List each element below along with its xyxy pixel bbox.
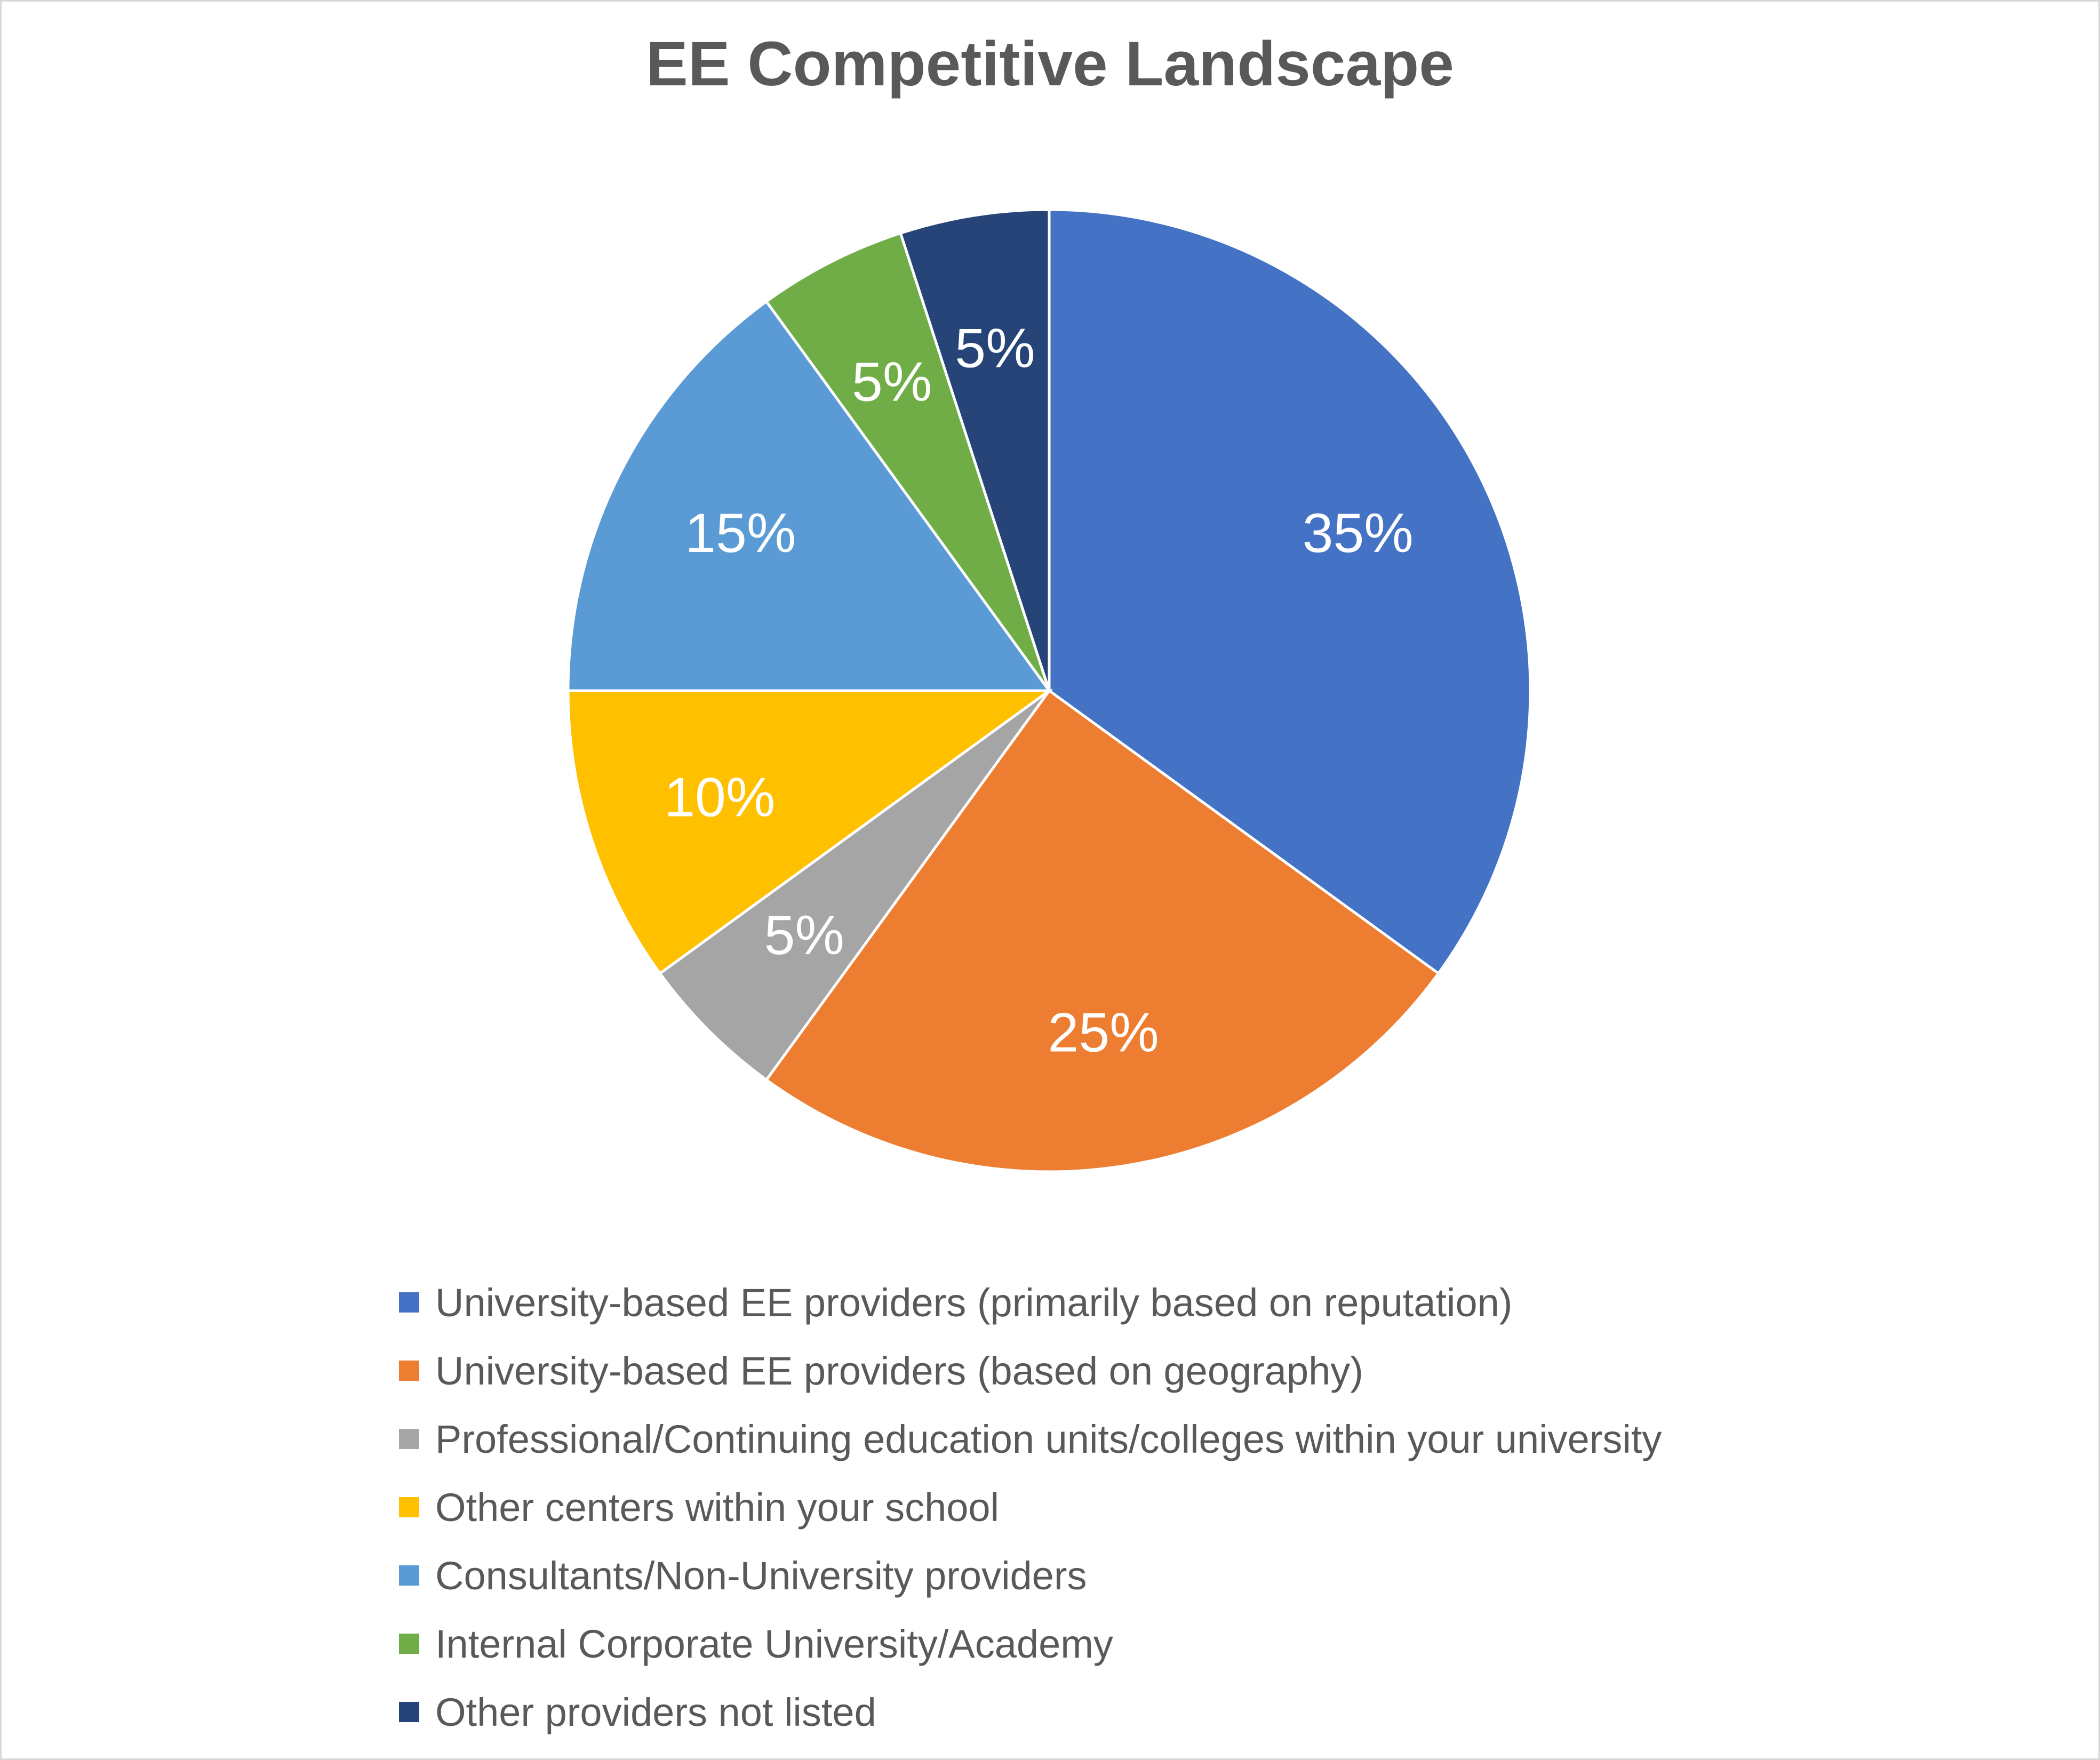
legend-label: Internal Corporate University/Academy	[435, 1621, 1113, 1666]
pie-slice	[1048, 208, 1532, 975]
legend-item: University-based EE providers (primarily…	[399, 1268, 1999, 1337]
legend-swatch	[399, 1565, 419, 1586]
legend-item: Internal Corporate University/Academy	[399, 1610, 1999, 1678]
slice-data-label: 5%	[955, 318, 1035, 380]
pie-slices	[566, 208, 1532, 1173]
pie-slice	[764, 689, 1441, 1173]
slice-data-label: 35%	[1303, 502, 1414, 564]
legend-label: Professional/Continuing education units/…	[435, 1417, 1662, 1461]
legend-label: Consultants/Non-University providers	[435, 1553, 1087, 1598]
legend-swatch	[399, 1361, 419, 1381]
legend-item: Consultants/Non-University providers	[399, 1541, 1999, 1610]
slice-data-label: 10%	[664, 767, 775, 829]
legend-item: Other centers within your school	[399, 1473, 1999, 1541]
legend-item: University-based EE providers (based on …	[399, 1337, 1999, 1405]
legend-swatch	[399, 1634, 419, 1654]
pie-slice	[764, 231, 1051, 692]
slice-data-label: 5%	[764, 905, 844, 966]
legend-label: Other providers not listed	[435, 1690, 876, 1734]
legend-swatch	[399, 1292, 419, 1313]
pie-data-labels: 35% 25% 5% 10% 15% 5% 5%	[664, 318, 1414, 1064]
pie-slice	[899, 208, 1051, 691]
legend-item: Professional/Continuing education units/…	[399, 1405, 1999, 1473]
pie-slice	[658, 689, 1051, 1082]
slice-data-label: 15%	[685, 502, 796, 564]
pie-slice	[566, 689, 1053, 975]
legend-swatch	[399, 1702, 419, 1722]
slice-data-label: 5%	[852, 351, 932, 413]
legend-label: University-based EE providers (based on …	[435, 1348, 1363, 1393]
legend-swatch	[399, 1497, 419, 1517]
legend-label: Other centers within your school	[435, 1485, 1000, 1530]
legend-item: Other providers not listed	[399, 1678, 1999, 1746]
chart-legend: University-based EE providers (primarily…	[399, 1268, 1999, 1746]
pie-slice	[566, 299, 1052, 692]
chart-title: EE Competitive Landscape	[646, 29, 1454, 99]
legend-label: University-based EE providers (primarily…	[435, 1280, 1513, 1325]
legend-swatch	[399, 1429, 419, 1449]
slice-data-label: 25%	[1048, 1002, 1159, 1063]
